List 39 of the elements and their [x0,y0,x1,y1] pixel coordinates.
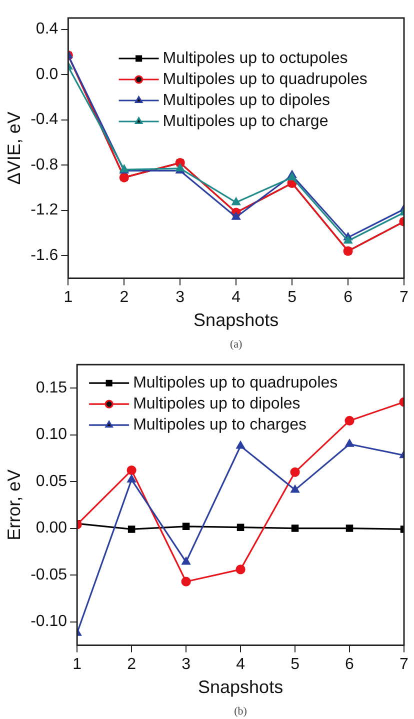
y-tick-label: -1.6 [30,246,58,264]
x-tick-label: 3 [176,289,185,306]
legend-label: Multipoles up to dipoles [133,396,300,413]
x-tick-label: 4 [236,656,246,674]
y-tick-label: 0.0 [36,66,58,83]
x-tick-label: 3 [182,656,191,674]
y-tick-label: -0.4 [30,111,58,128]
legend-label: Multipoles up to charges [133,416,307,434]
y-tick-label: 0.10 [36,426,68,444]
x-axis-title: Snapshots [194,310,279,330]
x-tick-label: 1 [72,656,82,674]
x-tick-label: 2 [127,656,136,674]
y-axis-title: Error, eV [4,469,24,540]
x-tick-label: 7 [400,289,409,306]
text: (a) [230,338,243,350]
y-tick-label: 0.4 [36,20,58,38]
x-axis-title: Snapshots [198,677,284,698]
x-tick-label: 1 [64,289,73,306]
x-tick-label: 6 [344,289,353,306]
x-tick-label: 6 [345,656,354,674]
y-tick-label: -0.8 [30,156,58,174]
legend-label: Multipoles up to quadrupoles [162,70,368,88]
y-tick-label: 0.00 [36,520,68,537]
text: (b) [234,705,248,718]
x-tick-label: 2 [120,289,129,306]
x-tick-label: 4 [232,289,241,306]
x-tick-label: 7 [400,656,409,674]
y-tick-label: 0.15 [36,379,68,396]
y-tick-label: -0.05 [30,566,68,584]
legend-label: Multipoles up to dipoles [162,92,330,109]
y-tick-label: -1.2 [30,202,58,219]
x-tick-label: 5 [290,656,300,674]
y-tick-label: -0.10 [30,613,68,630]
y-axis-title: ΔVIE, eV [4,112,24,185]
x-tick-label: 5 [288,289,297,306]
legend-label: Multipoles up to charge [162,112,328,130]
legend-label: Multipoles up to octupoles [162,50,348,67]
y-tick-label: 0.05 [36,472,68,490]
legend-label: Multipoles up to quadrupoles [133,374,338,392]
